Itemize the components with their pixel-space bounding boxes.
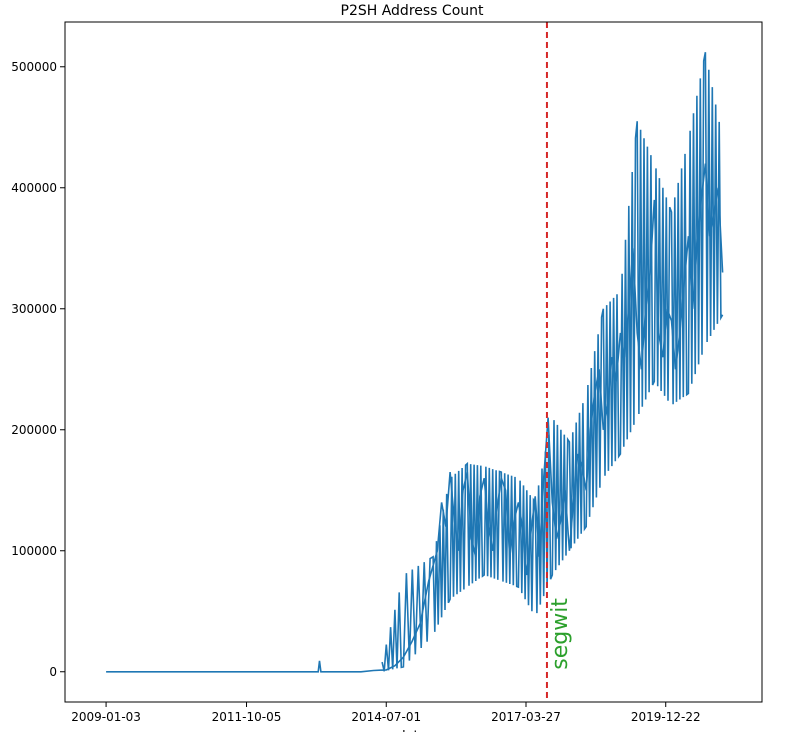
x-axis-label: date	[397, 729, 426, 732]
y-tick-label: 400000	[11, 181, 57, 195]
y-tick-label: 300000	[11, 302, 57, 316]
x-tick-label: 2019-12-22	[631, 710, 701, 724]
y-tick-label: 200000	[11, 423, 57, 437]
chart-title: P2SH Address Count	[341, 3, 485, 19]
series-band-line	[381, 52, 724, 672]
segwit-annotation: segwit	[548, 598, 573, 670]
x-axis: 2009-01-03 2011-10-05 2014-07-01 2017-03-27…	[71, 702, 701, 724]
plot-frame	[64, 21, 763, 703]
x-tick-label: 2017-03-27	[491, 710, 561, 724]
x-tick-label: 2009-01-03	[71, 710, 141, 724]
y-tick-label: 0	[49, 665, 57, 679]
annotations: segwit	[548, 598, 573, 670]
plot-area: segwit	[64, 21, 763, 703]
y-axis: 0 100000 200000 300000 400000 500000	[11, 60, 65, 679]
x-tick-label: 2011-10-05	[212, 710, 282, 724]
series-group	[106, 52, 724, 673]
y-tick-label: 500000	[11, 60, 57, 74]
x-tick-label: 2014-07-01	[351, 710, 421, 724]
y-tick-label: 100000	[11, 544, 57, 558]
